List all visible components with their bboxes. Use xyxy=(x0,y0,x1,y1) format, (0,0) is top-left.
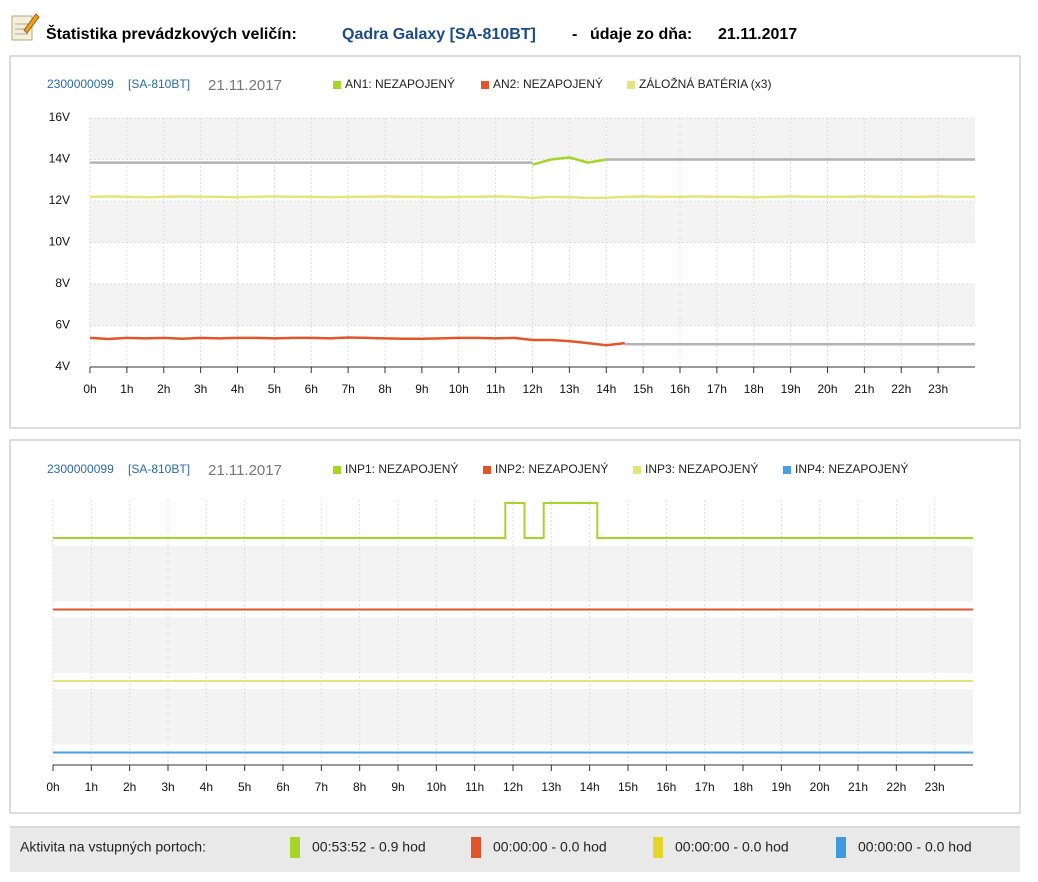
header-date-label: údaje zo dňa: xyxy=(590,26,692,43)
header-device: Qadra Galaxy [SA-810BT] xyxy=(342,26,536,43)
y-tick-label: 6V xyxy=(55,318,70,332)
x-tick-label: 17h xyxy=(695,780,715,794)
x-tick-label: 21h xyxy=(848,780,868,794)
activity-color xyxy=(836,837,846,858)
legend-marker xyxy=(333,466,341,474)
x-tick-label: 0h xyxy=(83,382,96,396)
x-tick-label: 12h xyxy=(503,780,523,794)
x-tick-label: 3h xyxy=(194,382,207,396)
activity-value: 00:00:00 - 0.0 hod xyxy=(493,839,607,855)
activity-value: 00:53:52 - 0.9 hod xyxy=(312,839,426,855)
activity-color xyxy=(653,837,663,858)
series-line xyxy=(89,195,975,200)
activity-value: 00:00:00 - 0.0 hod xyxy=(858,839,972,855)
x-tick-label: 2h xyxy=(157,382,170,396)
chart-frame xyxy=(9,55,1021,429)
legend-label: ZÁLOŽNÁ BATÉRIA (x3) xyxy=(639,76,771,91)
x-tick-label: 20h xyxy=(810,780,830,794)
device-id: 2300000099 xyxy=(47,462,114,476)
x-tick-label: 11h xyxy=(486,382,505,396)
x-tick-label: 22h xyxy=(886,780,906,794)
x-tick-label: 19h xyxy=(771,780,791,794)
chart-date: 21.11.2017 xyxy=(208,77,282,94)
x-tick-label: 12h xyxy=(522,382,542,396)
x-tick-label: 2h xyxy=(123,780,136,794)
x-tick-label: 10h xyxy=(449,382,469,396)
device-id: 2300000099 xyxy=(47,77,114,91)
legend-marker xyxy=(483,466,491,474)
x-tick-label: 0h xyxy=(46,780,59,794)
x-tick-label: 8h xyxy=(378,382,391,396)
y-tick-label: 8V xyxy=(55,276,70,290)
device-model: [SA-810BT] xyxy=(128,462,190,476)
x-tick-label: 23h xyxy=(928,382,948,396)
x-tick-label: 15h xyxy=(618,780,638,794)
x-tick-label: 5h xyxy=(238,780,251,794)
footer-bar xyxy=(10,826,1020,872)
x-tick-label: 7h xyxy=(341,382,354,396)
x-tick-label: 14h xyxy=(580,780,600,794)
legend-marker xyxy=(481,81,489,89)
header-title: Štatistika prevádzkových veličín: xyxy=(46,24,297,43)
chart-date: 21.11.2017 xyxy=(208,462,282,479)
chart-frame xyxy=(9,439,1021,814)
x-tick-label: 14h xyxy=(596,382,616,396)
series-line xyxy=(89,336,625,347)
device-model: [SA-810BT] xyxy=(128,77,190,91)
x-tick-label: 6h xyxy=(305,382,318,396)
activity-value: 00:00:00 - 0.0 hod xyxy=(675,839,789,855)
x-tick-label: 4h xyxy=(200,780,213,794)
legend-marker xyxy=(783,466,791,474)
x-tick-label: 18h xyxy=(733,780,753,794)
legend-marker xyxy=(627,81,635,89)
legend-label: INP3: NEZAPOJENÝ xyxy=(645,461,758,476)
x-tick-label: 23h xyxy=(925,780,945,794)
x-tick-label: 20h xyxy=(817,382,837,396)
series-line xyxy=(53,502,973,539)
x-tick-label: 6h xyxy=(276,780,289,794)
header-icon xyxy=(11,13,40,41)
x-tick-label: 3h xyxy=(161,780,174,794)
x-tick-label: 22h xyxy=(891,382,911,396)
activity-color xyxy=(290,837,300,858)
y-tick-label: 10V xyxy=(49,235,70,249)
header-separator: - xyxy=(572,26,577,43)
x-tick-label: 13h xyxy=(541,780,561,794)
legend-label: INP4: NEZAPOJENÝ xyxy=(795,461,908,476)
x-tick-label: 9h xyxy=(415,382,428,396)
legend-marker xyxy=(633,466,641,474)
legend-marker xyxy=(333,81,341,89)
x-tick-label: 11h xyxy=(465,780,484,794)
y-tick-label: 16V xyxy=(49,110,70,124)
x-tick-label: 1h xyxy=(120,382,133,396)
x-tick-label: 1h xyxy=(85,780,98,794)
x-tick-label: 9h xyxy=(391,780,404,794)
y-tick-label: 4V xyxy=(55,359,70,373)
x-tick-label: 17h xyxy=(707,382,727,396)
x-tick-label: 21h xyxy=(854,382,874,396)
y-tick-label: 12V xyxy=(49,193,70,207)
legend-label: AN1: NEZAPOJENÝ xyxy=(345,76,455,91)
x-tick-label: 16h xyxy=(670,382,690,396)
header-date: 21.11.2017 xyxy=(718,26,797,43)
legend-label: AN2: NEZAPOJENÝ xyxy=(493,76,603,91)
x-tick-label: 18h xyxy=(744,382,764,396)
legend-label: INP2: NEZAPOJENÝ xyxy=(495,461,608,476)
x-tick-label: 19h xyxy=(781,382,801,396)
x-tick-label: 8h xyxy=(353,780,366,794)
x-tick-label: 5h xyxy=(268,382,281,396)
x-tick-label: 7h xyxy=(315,780,328,794)
y-tick-label: 14V xyxy=(49,152,70,166)
x-tick-label: 16h xyxy=(656,780,676,794)
footer-label: Aktivita na vstupných portoch: xyxy=(20,839,206,855)
x-tick-label: 10h xyxy=(426,780,446,794)
legend-label: INP1: NEZAPOJENÝ xyxy=(345,461,458,476)
x-tick-label: 4h xyxy=(231,382,244,396)
activity-color xyxy=(471,837,481,858)
x-tick-label: 13h xyxy=(559,382,579,396)
x-tick-label: 15h xyxy=(633,382,653,396)
series-line xyxy=(532,156,607,166)
